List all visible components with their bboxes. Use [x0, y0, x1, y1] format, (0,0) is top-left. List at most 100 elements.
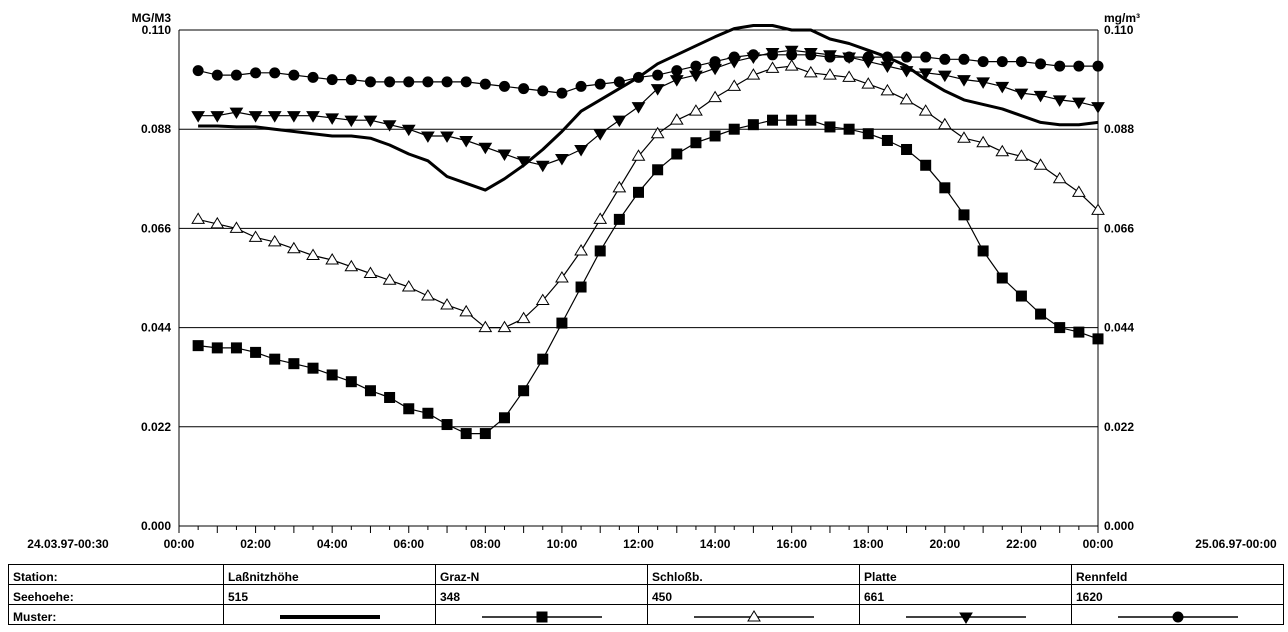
data-point: [937, 117, 952, 130]
data-point: [1015, 56, 1027, 68]
data-point: [594, 78, 606, 90]
data-point: [728, 123, 740, 135]
data-point: [497, 149, 512, 161]
data-point: [307, 362, 319, 374]
y-tick-label-left: 0.044: [141, 321, 171, 335]
data-point: [555, 154, 569, 166]
y-tick-label-left: 0.088: [141, 122, 171, 136]
data-point: [403, 76, 415, 88]
data-point: [1092, 333, 1104, 345]
data-point: [669, 75, 684, 87]
data-point: [441, 76, 453, 88]
x-tick-label: 18:00: [853, 537, 884, 551]
data-point: [1033, 158, 1048, 170]
data-point: [441, 419, 453, 431]
data-point: [518, 83, 530, 95]
data-point: [1054, 322, 1066, 334]
data-point: [440, 131, 454, 143]
pattern-cell: [859, 604, 1072, 625]
data-point: [881, 134, 893, 146]
data-point: [939, 182, 951, 194]
data-point: [363, 266, 378, 278]
data-point: [612, 115, 627, 128]
data-point: [248, 111, 263, 123]
data-point: [363, 115, 378, 128]
data-point: [364, 385, 376, 397]
data-point: [382, 273, 397, 285]
data-point: [1091, 102, 1105, 114]
station-height: 348: [435, 584, 648, 605]
data-point: [575, 281, 587, 293]
data-point: [690, 60, 702, 72]
data-point: [192, 65, 204, 77]
data-point: [1035, 308, 1047, 320]
data-point: [210, 111, 225, 123]
data-point: [995, 144, 1010, 157]
x-tick-label: 12:00: [623, 537, 654, 551]
data-point: [690, 137, 702, 149]
x-tick-label: 16:00: [776, 537, 807, 551]
data-point: [1091, 203, 1105, 215]
data-point: [421, 131, 435, 143]
data-point: [556, 87, 568, 99]
pattern-cell: [223, 604, 436, 625]
data-point: [861, 77, 876, 89]
data-point: [230, 69, 242, 81]
data-point: [459, 304, 474, 317]
data-point: [920, 51, 932, 63]
data-point: [1035, 58, 1047, 70]
data-point: [498, 412, 510, 424]
data-point: [460, 76, 472, 88]
data-point: [1052, 171, 1067, 184]
data-point: [650, 84, 665, 96]
data-point: [556, 317, 568, 329]
data-point: [767, 114, 779, 126]
data-point: [325, 113, 340, 125]
data-point: [805, 49, 817, 61]
data-point: [957, 131, 971, 143]
data-point: [958, 53, 970, 65]
data-point: [537, 353, 549, 365]
station-height: 661: [859, 584, 1072, 605]
data-point: [747, 119, 759, 131]
y-unit-left: MG/M3: [132, 11, 172, 25]
data-point: [325, 252, 340, 265]
data-point: [652, 69, 664, 81]
data-point: [382, 120, 397, 132]
x-tick-label: 06:00: [393, 537, 424, 551]
station-name: Rennfeld: [1071, 564, 1284, 585]
x-tick-label: 04:00: [317, 537, 348, 551]
axis-labels: 0.000 0.000 0.022 0.022 0.044 0.044 0.066 0.066…: [27, 11, 1277, 551]
data-point: [669, 113, 684, 125]
pattern-cell: [1071, 604, 1284, 625]
series-layer: [191, 24, 1105, 440]
data-point: [344, 115, 359, 128]
data-point: [652, 164, 664, 176]
data-point: [631, 149, 646, 161]
y-tick-label-right: 0.110: [1104, 23, 1134, 37]
x-tick-label: 22:00: [1006, 537, 1037, 551]
data-point: [306, 248, 320, 260]
data-point: [250, 67, 262, 79]
data-point: [250, 346, 262, 358]
x-tick-label: 02:00: [240, 537, 271, 551]
data-point: [728, 51, 740, 63]
station-name: Schloßb.: [647, 564, 860, 585]
data-point: [498, 80, 510, 92]
data-point: [364, 76, 376, 88]
data-point: [671, 65, 683, 77]
data-point: [613, 213, 625, 225]
data-point: [307, 71, 319, 83]
data-point: [345, 74, 357, 86]
data-point: [937, 70, 952, 83]
data-point: [403, 403, 415, 415]
series-line: [197, 65, 1099, 329]
data-point: [516, 311, 531, 324]
data-point: [191, 212, 206, 224]
pattern-square-icon: [481, 611, 602, 623]
data-point: [612, 180, 627, 193]
y-tick-label-left: 0.022: [141, 420, 171, 434]
y-tick-label-right: 0.044: [1104, 321, 1134, 335]
legend-row-pattern: Muster:: [8, 604, 1284, 625]
pattern-line-icon: [279, 615, 380, 619]
